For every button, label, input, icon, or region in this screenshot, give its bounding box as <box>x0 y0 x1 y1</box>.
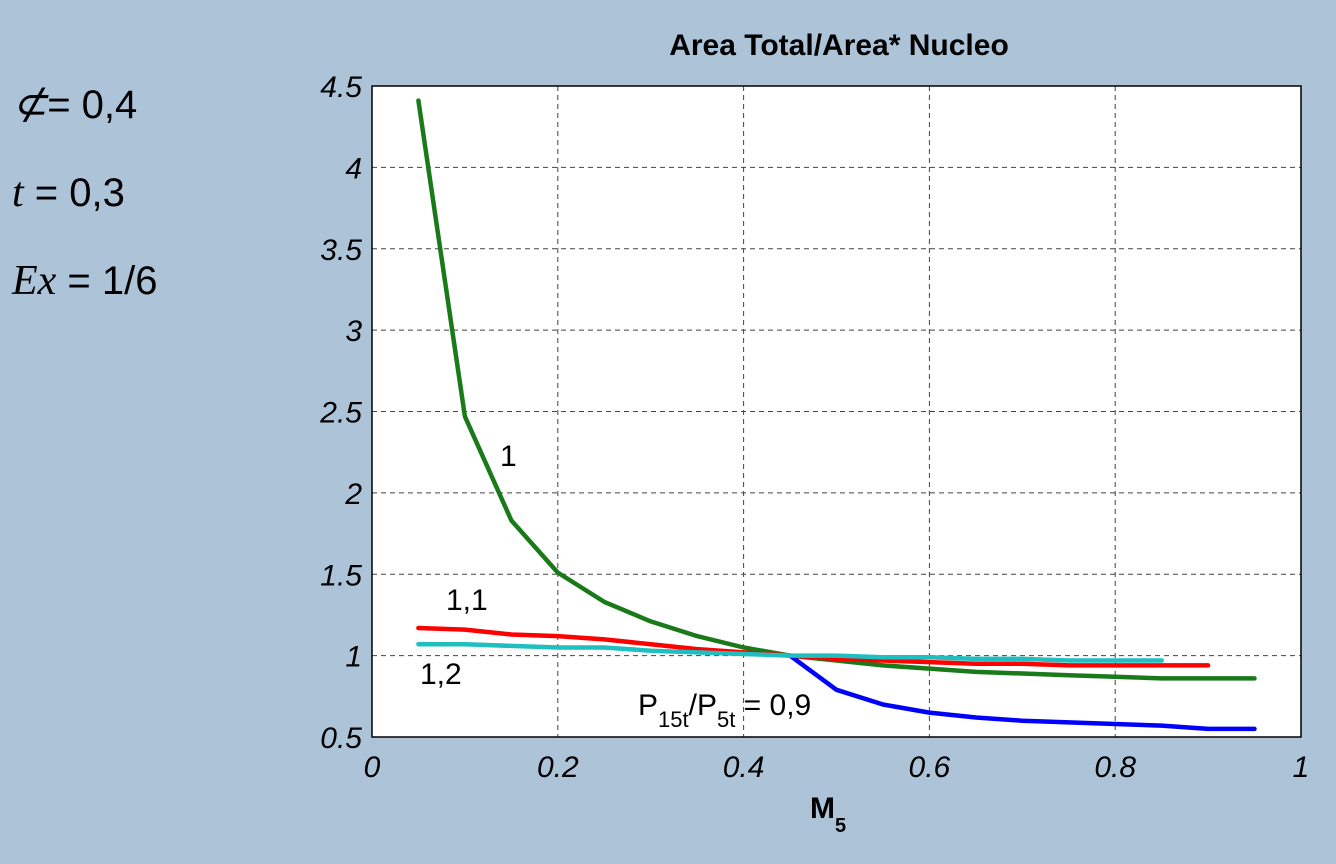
param-alpha-symbol: ⊄ <box>12 82 48 128</box>
ratio-p1: P <box>638 689 658 722</box>
x-axis-label-sub: 5 <box>835 815 846 837</box>
x-axis-label-main: M <box>810 792 835 825</box>
curve-label-1-1: 1,1 <box>446 584 488 617</box>
grid <box>372 86 1301 737</box>
series-group <box>416 98 1257 732</box>
y-tick-labels: 0.5 1 1.5 2 2.5 3 3.5 4 4.5 <box>319 71 362 755</box>
parameter-panel: ⊄= 0,4 t = 0,3 Ex = 1/6 <box>12 78 158 342</box>
ratio-annotation: P15t/P5t = 0,9 <box>638 689 811 732</box>
curve-label-1: 1 <box>500 440 517 473</box>
param-alpha-value: = 0,4 <box>47 83 138 127</box>
param-ex: Ex = 1/6 <box>12 254 158 342</box>
ratio-sub1: 15t <box>658 707 689 732</box>
plot-frame <box>371 85 1302 738</box>
y-tick-label: 4.5 <box>320 71 362 104</box>
y-tick-label: 1.5 <box>320 559 362 592</box>
series-line-4 <box>416 641 1164 663</box>
param-ex-symbol: Ex <box>12 258 57 304</box>
x-tick-label: 0 <box>364 751 381 784</box>
param-t-value: = 0,3 <box>23 171 125 215</box>
x-tick-label: 0.4 <box>723 751 765 784</box>
x-axis-label: M5 <box>810 792 846 837</box>
y-tick-label: 3 <box>345 315 362 348</box>
y-tick-label: 2 <box>344 478 362 511</box>
y-tick-label: 1 <box>345 641 362 674</box>
series-line-3 <box>787 653 1257 732</box>
param-ex-value: = 1/6 <box>56 259 158 303</box>
x-tick-label: 0.2 <box>537 751 579 784</box>
y-tick-label: 2.5 <box>319 397 362 430</box>
curve-label-1-2: 1,2 <box>420 658 462 691</box>
chart-title: Area Total/Area* Nucleo <box>669 29 1009 62</box>
param-alpha: ⊄= 0,4 <box>12 78 158 166</box>
x-tick-labels: 0 0.2 0.4 0.6 0.8 1 <box>364 751 1310 784</box>
y-tick-label: 3.5 <box>320 234 362 267</box>
param-t-symbol: t <box>12 170 24 216</box>
x-tick-label: 1 <box>1293 751 1310 784</box>
ratio-rest: = 0,9 <box>735 689 811 722</box>
ratio-slash: /P <box>689 689 717 722</box>
ratio-sub2: 5t <box>717 707 735 732</box>
y-tick-label: 4 <box>345 152 362 185</box>
param-t: t = 0,3 <box>12 166 158 254</box>
x-tick-label: 0.8 <box>1094 751 1136 784</box>
x-tick-label: 0.6 <box>909 751 951 784</box>
y-tick-label: 0.5 <box>320 722 362 755</box>
